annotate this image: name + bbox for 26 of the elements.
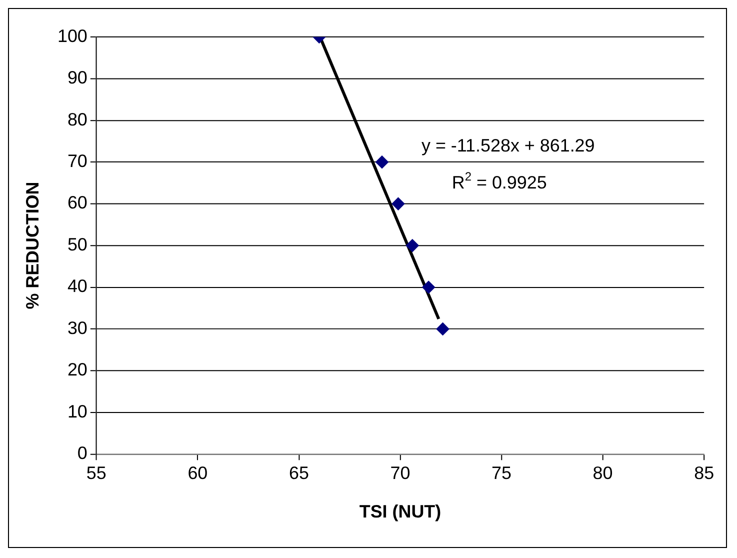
x-tick-label: 55 <box>86 462 106 483</box>
x-axis-title: TSI (NUT) <box>359 501 442 522</box>
point <box>376 156 388 169</box>
y-tick-label: 90 <box>67 68 88 88</box>
x-tick-label: 70 <box>390 462 410 483</box>
y-tick-label: 50 <box>67 234 88 254</box>
y-tick-label: 10 <box>67 401 88 422</box>
y-tick-label: 100 <box>57 26 88 46</box>
annotation: y = -11.528x + 861.29 <box>421 135 595 156</box>
point <box>436 322 450 336</box>
y-tick-label: 20 <box>67 360 88 380</box>
x-tick-label: 75 <box>492 462 512 483</box>
point <box>392 197 405 210</box>
y-tick-label: 70 <box>67 151 88 172</box>
y-tick-label: 0 <box>77 443 88 464</box>
y-tick-label: 30 <box>67 318 88 338</box>
x-tick-label: 85 <box>694 462 714 483</box>
point <box>406 239 419 252</box>
y-tick-label: 60 <box>67 192 88 213</box>
y-axis-title: % REDUCTION <box>22 182 43 310</box>
x-tick-label: 80 <box>592 462 613 483</box>
y-tick-label: 80 <box>67 109 88 130</box>
y-tick-label: 40 <box>67 276 88 296</box>
point <box>422 280 436 294</box>
x-tick-label: 65 <box>288 462 309 483</box>
x-tick-label: 60 <box>188 462 208 483</box>
